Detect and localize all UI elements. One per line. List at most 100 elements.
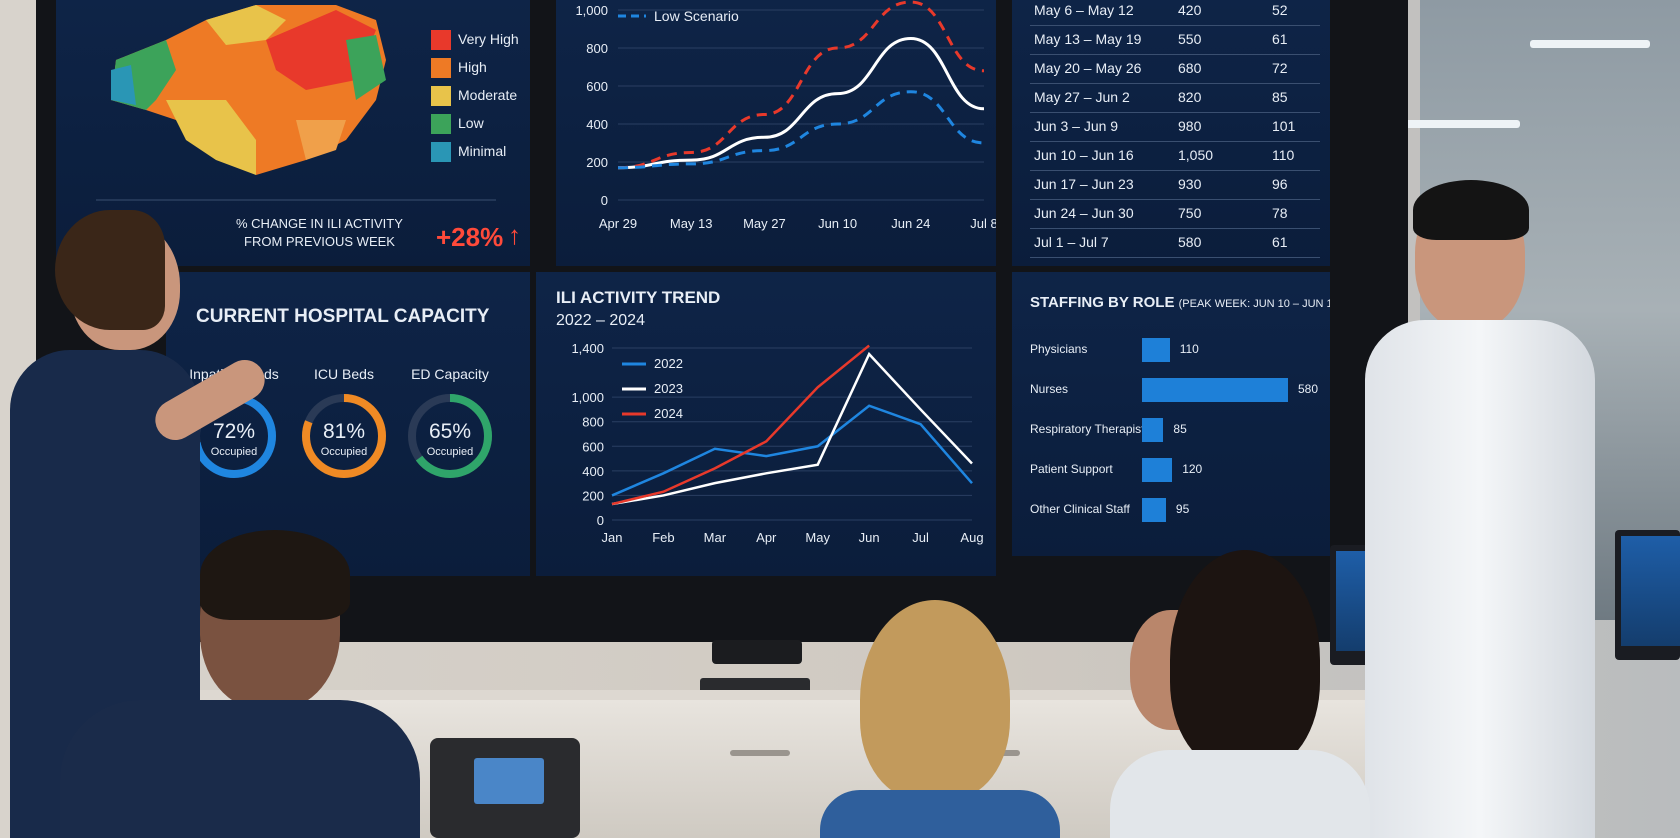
table-cell-week: May 13 – May 19	[1034, 31, 1142, 47]
table-divider	[1030, 228, 1320, 229]
table-cell-hosp: 52	[1272, 2, 1288, 18]
staffing-note: (PEAK WEEK: JUN 10 – JUN 16)	[1178, 298, 1330, 310]
y-tick-label: 200	[582, 488, 604, 503]
table-cell-cases: 750	[1178, 205, 1202, 221]
role-bar	[1142, 458, 1173, 482]
x-tick-label: May 27	[743, 216, 786, 231]
x-tick-label: Apr 29	[599, 216, 637, 231]
table-divider	[1030, 83, 1320, 84]
x-tick-label: May	[805, 530, 830, 545]
staffing-title-text: STAFFING BY ROLE	[1030, 294, 1175, 311]
staffing-panel: STAFFING BY ROLE (PEAK WEEK: JUN 10 – JU…	[1012, 272, 1330, 556]
legend-label: Moderate	[458, 87, 518, 103]
y-tick-label: 800	[582, 415, 604, 430]
legend-label: Very High	[458, 31, 519, 47]
hair	[55, 210, 165, 330]
trend-chart: 1,400 1,000 800 600 400 200 0 Jan Feb Mar Apr May Ju…	[571, 341, 983, 545]
projection-legend-label: Low Scenario	[654, 8, 739, 24]
legend-swatch	[431, 30, 451, 50]
y-tick-label: 200	[586, 155, 608, 170]
y-tick-label: 1,000	[571, 390, 604, 405]
table-cell-week: May 20 – May 26	[1034, 60, 1142, 76]
change-label-line1: % CHANGE IN ILI ACTIVITY	[236, 216, 403, 231]
role-label: Other Clinical Staff	[1030, 502, 1130, 516]
role-value: 95	[1175, 502, 1190, 516]
role-value: 110	[1179, 342, 1199, 356]
table-divider	[1030, 25, 1320, 26]
y-tick-label: 600	[582, 439, 604, 454]
legend-label: 2023	[654, 381, 683, 396]
y-tick-label: 0	[597, 513, 604, 528]
change-label-line2: FROM PREVIOUS WEEK	[244, 234, 395, 249]
role-label: Nurses	[1030, 382, 1069, 396]
table-cell-cases: 420	[1178, 2, 1202, 18]
hair	[200, 530, 350, 620]
legend-swatch	[431, 142, 451, 162]
table-cell-week: Jun 17 – Jun 23	[1034, 176, 1134, 192]
gauge-sub: Occupied	[426, 446, 474, 458]
role-value: 85	[1173, 422, 1187, 436]
desk-phone	[430, 738, 580, 838]
gauge-value: 81%	[322, 420, 366, 443]
role-bar	[1142, 418, 1164, 442]
trend-title: ILI ACTIVITY TREND	[556, 288, 721, 307]
y-tick-label: 400	[582, 464, 604, 479]
shirt	[60, 700, 420, 838]
role-bar	[1142, 338, 1170, 362]
gauge-label: ED Capacity	[411, 366, 489, 382]
table-cell-hosp: 72	[1272, 60, 1288, 76]
role-label: Patient Support	[1030, 462, 1113, 476]
table-cell-week: May 6 – May 12	[1034, 2, 1134, 18]
table-cell-cases: 680	[1178, 60, 1202, 76]
role-value: 120	[1182, 462, 1203, 476]
table-cell-hosp: 61	[1272, 31, 1288, 47]
y-tick-label: 1,400	[571, 341, 604, 356]
arrow-up-icon: ↑	[508, 220, 521, 250]
legend-label: 2022	[654, 356, 683, 371]
x-tick-label: Jun	[859, 530, 880, 545]
legend-swatch	[431, 114, 451, 134]
regional-map	[96, 5, 496, 201]
table-cell-hosp: 78	[1272, 205, 1288, 221]
seated-man	[60, 530, 420, 838]
map-panel: Very High High Moderate Low Minimal % CHANGE…	[56, 0, 530, 266]
presenter-nurse	[0, 210, 272, 838]
table-cell-cases: 820	[1178, 89, 1202, 105]
scrubs	[820, 790, 1060, 838]
table-divider	[1030, 141, 1320, 142]
ceiling-light	[1530, 40, 1650, 48]
trend-panel: ILI ACTIVITY TREND 2022 – 2024 1,400 1,00…	[536, 272, 996, 576]
legend-label: High	[458, 59, 487, 75]
table-cell-hosp: 101	[1272, 118, 1296, 134]
x-tick-label: May 13	[670, 216, 713, 231]
x-tick-label: Apr	[756, 530, 777, 545]
table-cell-week: Jun 3 – Jun 9	[1034, 118, 1119, 134]
x-tick-label: Aug	[960, 530, 983, 545]
hair	[1413, 180, 1529, 240]
legend-label: Minimal	[458, 143, 507, 159]
legend-label: Low	[458, 115, 484, 131]
legend-swatch	[431, 58, 451, 78]
seated-woman-blonde	[820, 600, 1060, 838]
gauge-value: 65%	[428, 420, 472, 443]
webcam	[712, 640, 802, 664]
gauge-arc	[408, 394, 492, 478]
gauge-sub: Occupied	[210, 446, 258, 458]
table-cell-hosp: 110	[1272, 147, 1295, 163]
role-bar	[1142, 378, 1288, 402]
trend-series-line	[611, 351, 973, 506]
coat	[1110, 750, 1370, 838]
trend-series-line	[611, 344, 870, 506]
table-cell-week: Jun 24 – Jun 30	[1034, 205, 1134, 221]
gauge-value: 72%	[212, 420, 256, 443]
table-cell-cases: 930	[1178, 176, 1202, 192]
lab-coat	[1365, 320, 1595, 838]
table-cell-week: May 27 – Jun 2	[1034, 89, 1130, 105]
table-cell-hosp: 96	[1272, 176, 1288, 192]
table-cell-cases: 580	[1178, 234, 1202, 250]
projection-series-line	[617, 0, 985, 170]
staffing-title: STAFFING BY ROLE (PEAK WEEK: JUN 10 – JU…	[1030, 294, 1330, 311]
projection-series-line	[617, 36, 985, 170]
legend-label: 2024	[654, 406, 683, 421]
